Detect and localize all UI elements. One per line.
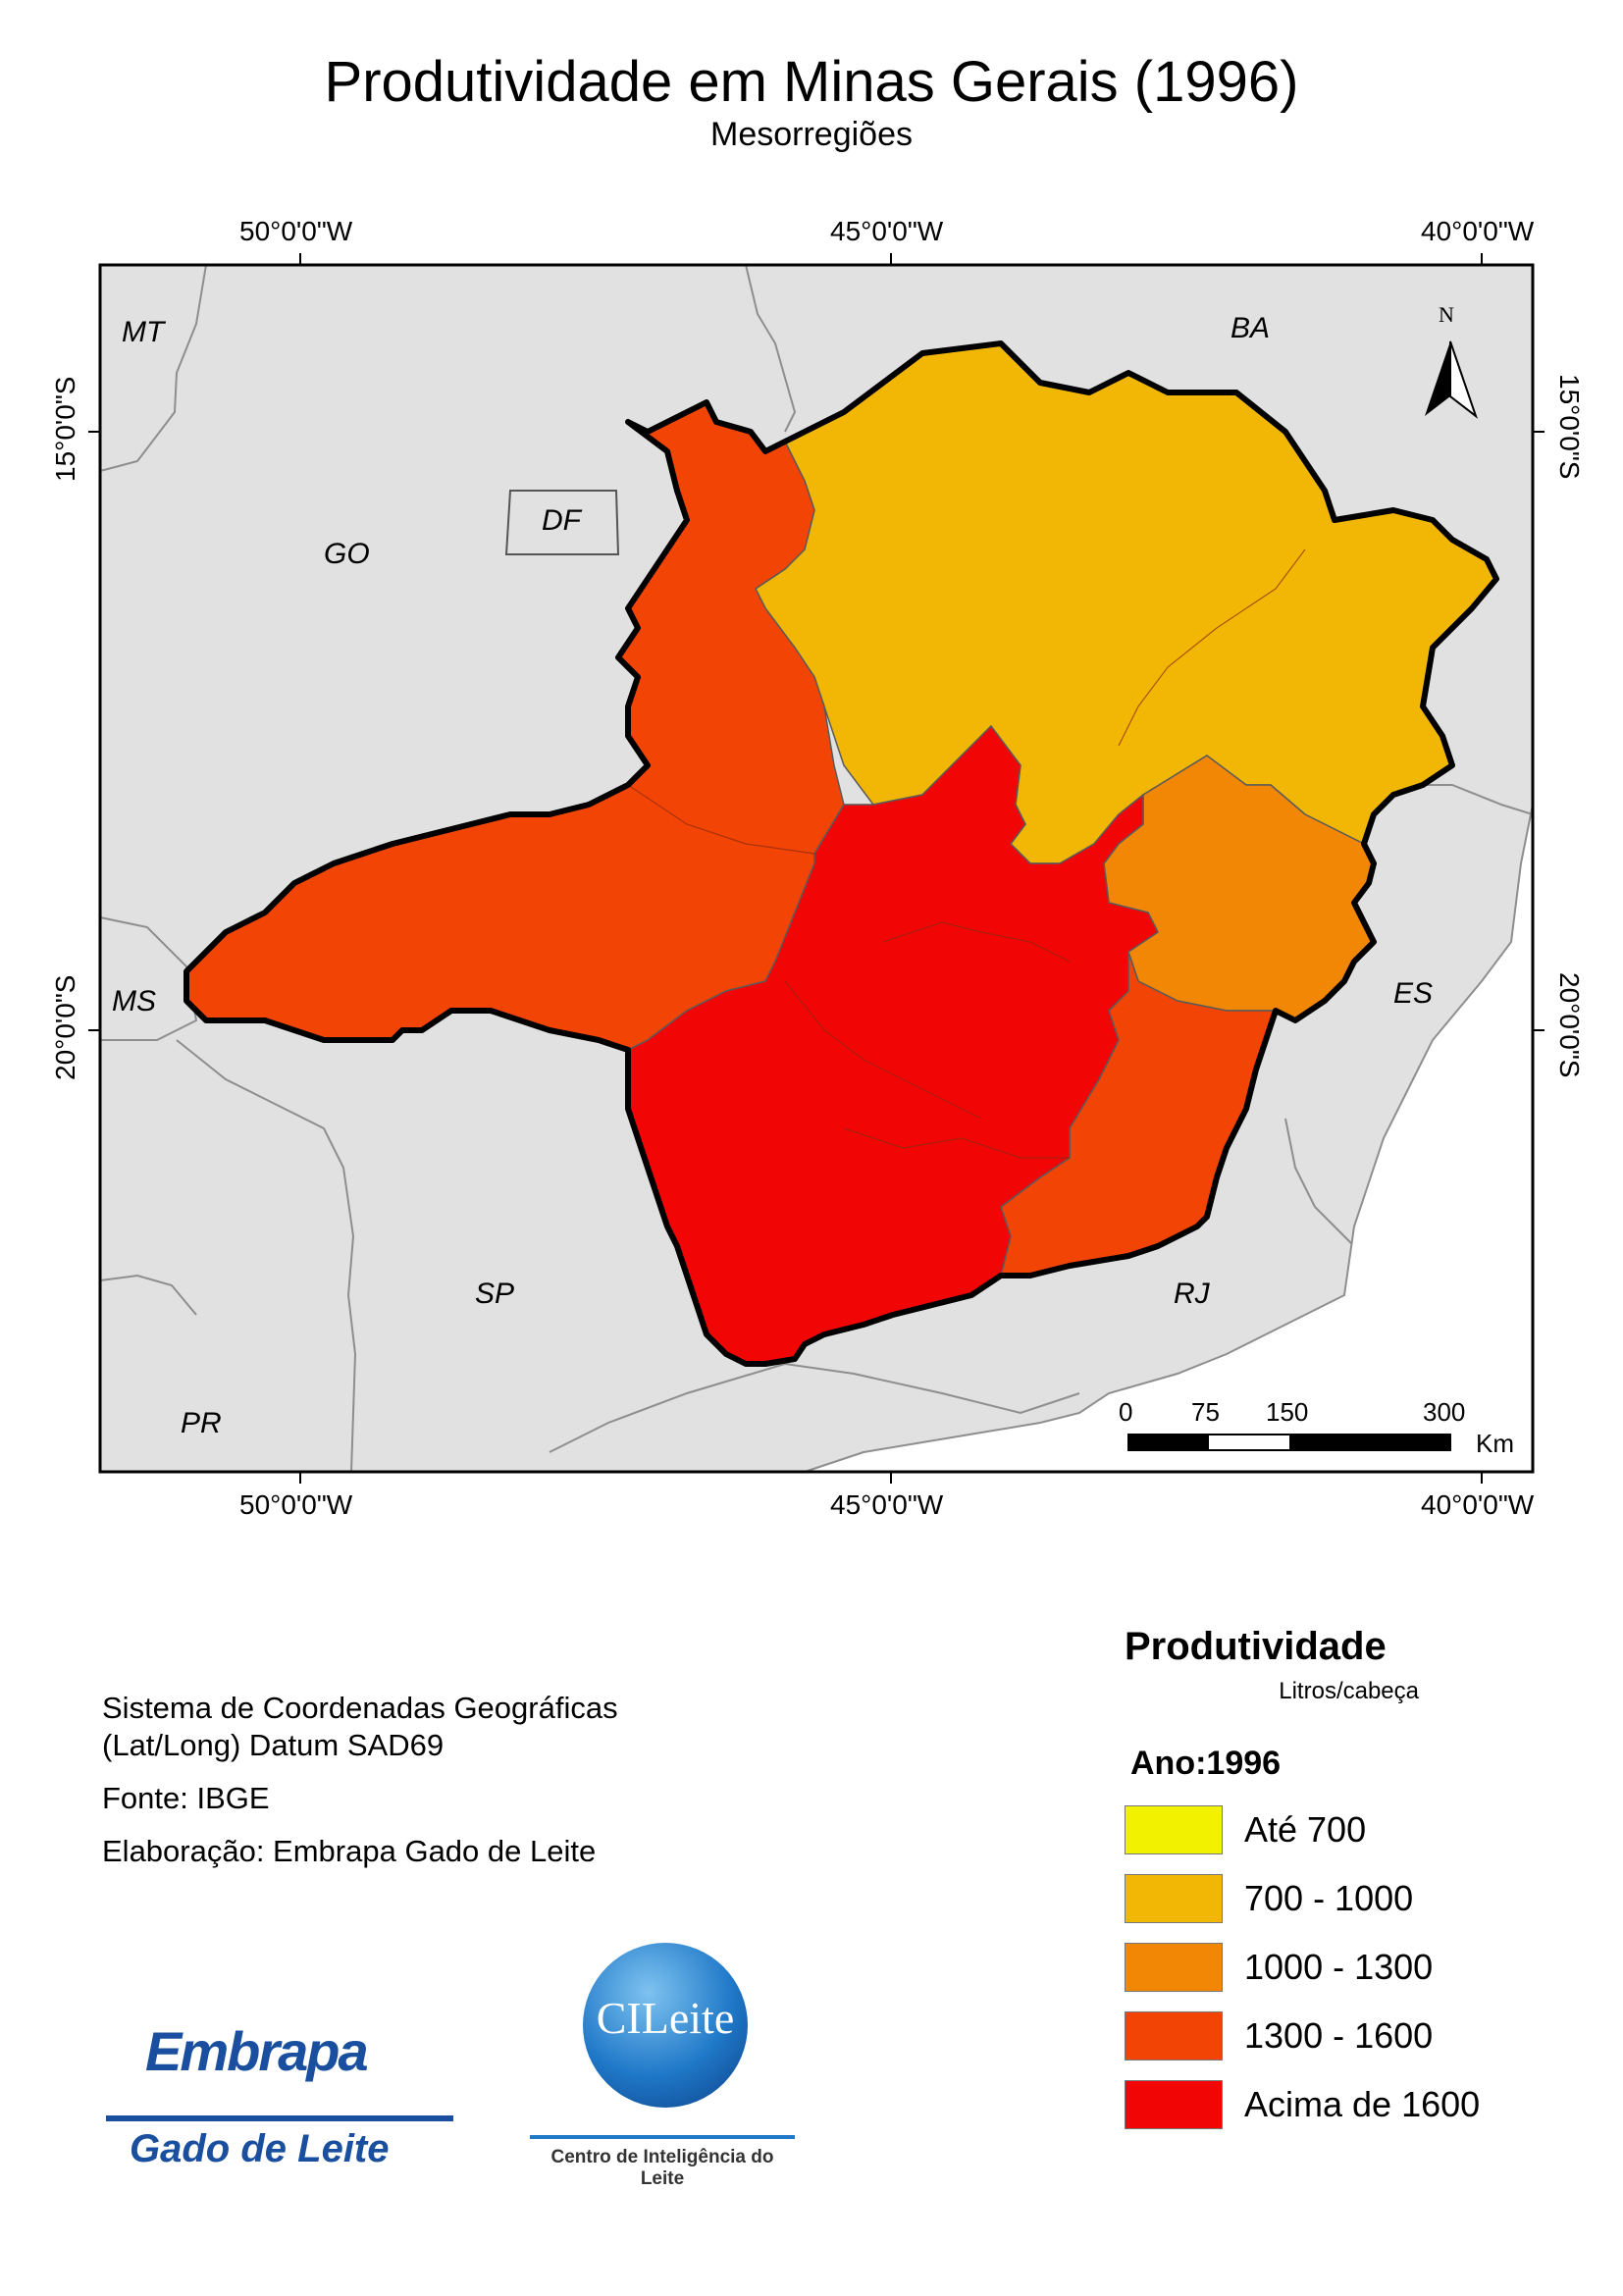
north-label: N [1439,302,1454,327]
scale-tick-75: 75 [1191,1397,1220,1427]
ocean [804,804,1534,1473]
scale-tick-300: 300 [1423,1397,1466,1427]
author-text: Elaboração: Embrapa Gado de Leite [102,1834,597,1868]
legend-label: 700 - 1000 [1244,1878,1414,1918]
legend-unit: Litros/cabeça [1279,1678,1419,1704]
scale-bar [1127,1434,1451,1451]
boundary-oeste-central [784,980,982,1120]
state-label-sp: SP [475,1278,515,1310]
legend-title: Produtividade [1125,1625,1387,1668]
legend-label: Até 700 [1244,1809,1367,1850]
legend-item-700-1000: 700 - 1000 [1125,1872,1413,1925]
state-label-ba: BA [1230,312,1271,344]
legend-swatch [1125,1943,1223,1992]
cileite-logo-subtitle: Centro de Inteligência do Leite [550,2147,774,2189]
scale-tick-0: 0 [1119,1397,1133,1427]
df-boundary [504,490,620,555]
boundary-central-metropolitana [882,921,1071,963]
north-arrow-icon [1425,340,1479,419]
legend-item-ate-700: Até 700 [1125,1803,1366,1856]
cileite-logo-ball [583,1943,748,2108]
border-go-ba [745,265,797,433]
lon-label-top-50w: 50°0'0"W [239,216,353,246]
state-label-mt: MT [122,316,165,348]
border-sp-rj [549,1362,1080,1453]
legend-year: Ano:1996 [1130,1745,1282,1782]
state-label-ms: MS [112,985,156,1018]
lon-label-bottom-45w: 45°0'0"W [830,1489,944,1520]
cileite-logo-word: CILeite [596,1993,735,2043]
state-label-rj: RJ [1174,1278,1210,1310]
legend-label: 1000 - 1300 [1244,1947,1434,1987]
legend-item-1000-1300: 1000 - 1300 [1125,1941,1433,1994]
embrapa-logo: Embrapa Gado de Leite [106,2019,453,2184]
legend-swatch [1125,1805,1223,1854]
embrapa-logo-word: Embrapa [145,2020,369,2082]
boundary-noroeste-triangulo [627,784,815,855]
map-subtitle: Mesorregiões [710,116,913,153]
legend-swatch [1125,2011,1223,2061]
border-pr [100,1274,197,1316]
state-label-pr: PR [181,1407,222,1439]
legend-label: 1300 - 1600 [1244,2015,1434,2056]
border-mt-go [100,265,207,472]
legend-swatch [1125,2080,1223,2129]
lon-label-top-45w: 45°0'0"W [830,216,944,246]
embrapa-logo-subtitle: Gado de Leite [130,2127,390,2170]
border-ms-sp [176,1039,357,1472]
state-label-go: GO [324,538,370,570]
map-title: Produtividade em Minas Gerais (1996) [324,50,1299,114]
map-canvas [88,253,1544,1484]
cileite-logo-line [530,2135,795,2139]
crs-line-2: (Lat/Long) Datum SAD69 [102,1728,445,1762]
legend-label: Acima de 1600 [1244,2084,1481,2124]
legend-item-1300-1600: 1300 - 1600 [1125,2009,1433,2062]
map-frame [98,263,1535,1474]
scale-tick-150: 150 [1266,1397,1309,1427]
boundary-jequitinhonha [1118,548,1306,747]
legend-swatch [1125,1874,1223,1923]
crs-line-1: Sistema de Coordenadas Geográficas [102,1691,618,1725]
lon-label-bottom-40w: 40°0'0"W [1421,1489,1535,1520]
lon-label-bottom-50w: 50°0'0"W [239,1489,353,1520]
lon-label-top-40w: 40°0'0"W [1421,216,1535,246]
minas-gerais-outline [183,340,1499,1367]
legend-item-acima-1600: Acima de 1600 [1125,2078,1480,2131]
source-text: Fonte: IBGE [102,1781,270,1815]
state-label-es: ES [1393,977,1434,1010]
cileite-logo: CILeite Centro de Inteligência do Leite [530,1943,805,2189]
embrapa-logo-bar [106,2115,453,2121]
state-label-df: DF [542,504,581,537]
boundary-sul [843,1127,1070,1159]
scale-unit: Km [1476,1429,1514,1458]
